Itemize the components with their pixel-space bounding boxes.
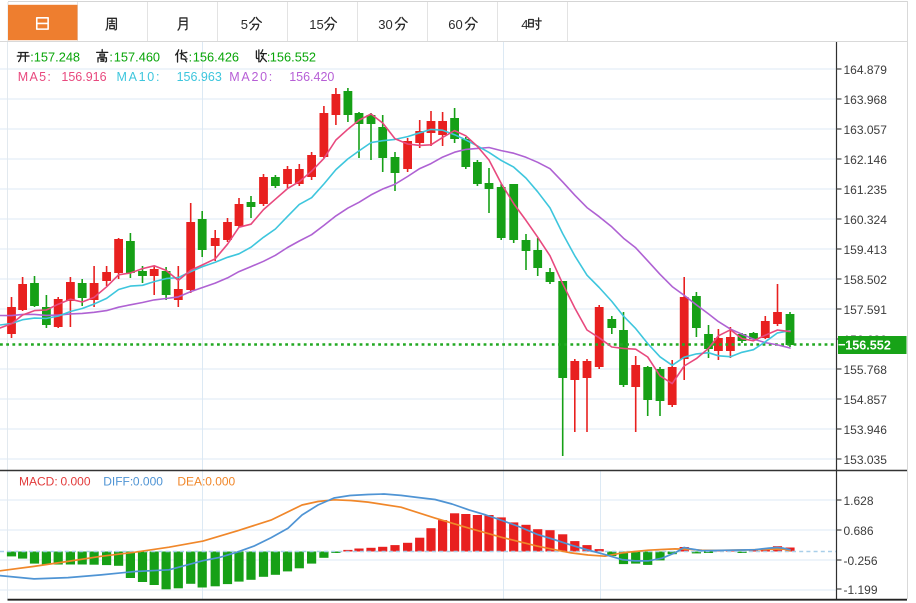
svg-text:154.857: 154.857 [844,393,888,407]
svg-text:153.946: 153.946 [844,423,888,437]
svg-text:60: 60 [448,17,462,32]
svg-text:MACD:: MACD: [19,475,58,489]
svg-text:163.968: 163.968 [844,93,888,107]
svg-text:159.413: 159.413 [844,243,888,257]
svg-text:153.035: 153.035 [844,453,888,467]
svg-text:5: 5 [241,17,248,32]
svg-text:-0.256: -0.256 [844,554,878,568]
svg-text:-1.199: -1.199 [844,583,878,597]
svg-text:162.146: 162.146 [844,153,888,167]
svg-text:0.686: 0.686 [844,524,874,538]
svg-text:164.879: 164.879 [844,63,888,77]
svg-text:DIFF:: DIFF: [103,475,133,489]
svg-text:156.963: 156.963 [177,70,222,84]
svg-text:155.768: 155.768 [844,363,888,377]
svg-text:156.552: 156.552 [845,338,891,352]
svg-text:156.916: 156.916 [61,70,106,84]
svg-text:1.628: 1.628 [844,494,874,508]
svg-text:160.324: 160.324 [844,213,888,227]
svg-text::: : [109,50,112,64]
svg-text:15: 15 [309,17,323,32]
svg-text:158.502: 158.502 [844,273,888,287]
svg-text:MA10:: MA10: [117,70,162,84]
svg-text:157.591: 157.591 [844,303,888,317]
svg-text:161.235: 161.235 [844,183,888,197]
svg-text::: : [267,50,270,64]
svg-text:157.248: 157.248 [34,49,80,64]
svg-text:MA20:: MA20: [229,70,274,84]
svg-text:156.420: 156.420 [289,70,334,84]
svg-text:DEA:: DEA: [177,475,205,489]
svg-text:30: 30 [378,17,392,32]
svg-text:156.552: 156.552 [270,49,316,64]
svg-text:0.000: 0.000 [205,475,235,489]
svg-text:163.057: 163.057 [844,123,888,137]
svg-text::: : [30,50,33,64]
svg-text:0.000: 0.000 [133,475,163,489]
svg-text:157.460: 157.460 [114,49,160,64]
svg-text::: : [189,50,192,64]
svg-text:156.426: 156.426 [193,49,239,64]
svg-text:0.000: 0.000 [61,475,91,489]
svg-text:MA5:: MA5: [18,70,52,84]
svg-text:4: 4 [521,17,528,32]
